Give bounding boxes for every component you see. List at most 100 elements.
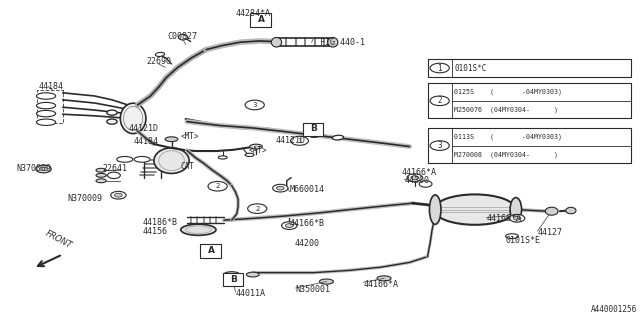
- Ellipse shape: [250, 144, 262, 149]
- Text: 44300: 44300: [404, 176, 429, 185]
- Circle shape: [509, 214, 525, 222]
- Text: 0125S    (       -04MY0303): 0125S ( -04MY0303): [454, 89, 563, 95]
- Text: A: A: [258, 15, 264, 24]
- Ellipse shape: [36, 119, 56, 125]
- Ellipse shape: [218, 156, 227, 159]
- Ellipse shape: [120, 103, 146, 134]
- Circle shape: [407, 174, 422, 181]
- Ellipse shape: [245, 153, 254, 156]
- Ellipse shape: [566, 207, 576, 214]
- Text: 44186*B: 44186*B: [142, 218, 177, 227]
- Text: 44166*B: 44166*B: [289, 219, 324, 228]
- Circle shape: [291, 136, 308, 145]
- Ellipse shape: [429, 195, 441, 224]
- Ellipse shape: [377, 276, 391, 281]
- Ellipse shape: [319, 279, 333, 284]
- Ellipse shape: [510, 198, 522, 222]
- Bar: [428, 83, 631, 118]
- Ellipse shape: [309, 133, 321, 137]
- Circle shape: [411, 176, 419, 180]
- Circle shape: [36, 165, 51, 173]
- Text: 44121D: 44121D: [129, 124, 159, 133]
- Circle shape: [430, 96, 449, 106]
- Ellipse shape: [36, 110, 56, 117]
- Circle shape: [245, 100, 264, 110]
- FancyBboxPatch shape: [223, 273, 243, 286]
- Circle shape: [282, 222, 297, 229]
- Text: B: B: [310, 124, 317, 133]
- Ellipse shape: [96, 173, 106, 177]
- Text: 2: 2: [216, 183, 220, 189]
- Circle shape: [430, 141, 449, 150]
- Ellipse shape: [246, 272, 259, 277]
- Ellipse shape: [332, 135, 344, 140]
- Text: N370009: N370009: [16, 164, 51, 172]
- Text: 3: 3: [437, 141, 442, 150]
- Ellipse shape: [36, 102, 56, 109]
- Circle shape: [276, 186, 284, 190]
- Ellipse shape: [117, 156, 133, 162]
- Ellipse shape: [156, 52, 164, 56]
- Ellipse shape: [434, 195, 516, 225]
- Ellipse shape: [96, 179, 106, 183]
- Text: 22641: 22641: [102, 164, 127, 172]
- Text: FIG.440-1: FIG.440-1: [320, 38, 365, 47]
- Text: 3: 3: [252, 102, 257, 108]
- Text: 44284*A: 44284*A: [236, 9, 270, 18]
- Text: CAT: CAT: [180, 162, 195, 171]
- Text: 0113S    (       -04MY0303): 0113S ( -04MY0303): [454, 133, 563, 140]
- Text: 44166*A: 44166*A: [486, 214, 522, 223]
- Text: FRONT: FRONT: [44, 229, 74, 250]
- Text: 44121D: 44121D: [275, 136, 305, 145]
- Text: 44011A: 44011A: [236, 289, 266, 298]
- Circle shape: [248, 204, 267, 213]
- Text: 0101S*C: 0101S*C: [454, 63, 487, 73]
- Text: C00827: C00827: [168, 32, 197, 41]
- Ellipse shape: [181, 224, 216, 236]
- Text: 2: 2: [437, 96, 442, 105]
- Circle shape: [115, 193, 122, 197]
- Circle shape: [111, 191, 126, 199]
- Circle shape: [107, 119, 117, 124]
- Text: 44166*A: 44166*A: [402, 168, 437, 177]
- Circle shape: [108, 172, 120, 179]
- Text: B: B: [230, 275, 237, 284]
- Text: N370009: N370009: [67, 194, 102, 203]
- Text: 44184: 44184: [134, 137, 159, 146]
- Text: 1: 1: [297, 138, 302, 144]
- Text: <AT>: <AT>: [248, 146, 267, 155]
- Text: A440001256: A440001256: [591, 305, 637, 314]
- Circle shape: [430, 63, 449, 73]
- Text: 44200: 44200: [294, 239, 319, 248]
- FancyBboxPatch shape: [250, 13, 271, 27]
- Circle shape: [107, 110, 117, 115]
- Text: 0101S*E: 0101S*E: [506, 236, 541, 245]
- Text: M660014: M660014: [289, 185, 324, 194]
- Circle shape: [208, 181, 227, 191]
- Text: 22690: 22690: [146, 57, 172, 66]
- Text: M250076  (04MY0304-      ): M250076 (04MY0304- ): [454, 106, 559, 113]
- Ellipse shape: [179, 34, 188, 40]
- Ellipse shape: [134, 156, 150, 162]
- Ellipse shape: [165, 137, 178, 142]
- Circle shape: [40, 167, 47, 171]
- Text: <MT>: <MT>: [180, 132, 199, 141]
- Circle shape: [273, 184, 288, 192]
- Text: 1: 1: [437, 63, 442, 73]
- Ellipse shape: [36, 93, 56, 99]
- Circle shape: [513, 216, 521, 220]
- Ellipse shape: [271, 37, 282, 47]
- FancyBboxPatch shape: [200, 244, 221, 258]
- Text: A: A: [208, 246, 214, 255]
- Ellipse shape: [154, 148, 189, 173]
- Text: 44184: 44184: [38, 82, 63, 91]
- Ellipse shape: [96, 168, 106, 172]
- FancyBboxPatch shape: [303, 123, 323, 136]
- Text: N350001: N350001: [296, 285, 331, 294]
- Text: 44156: 44156: [142, 227, 167, 236]
- Text: 44166*A: 44166*A: [364, 280, 399, 289]
- Bar: [428, 59, 631, 77]
- Text: M270008  (04MY0304-      ): M270008 (04MY0304- ): [454, 151, 559, 158]
- Text: 2: 2: [255, 206, 259, 212]
- Ellipse shape: [328, 37, 338, 47]
